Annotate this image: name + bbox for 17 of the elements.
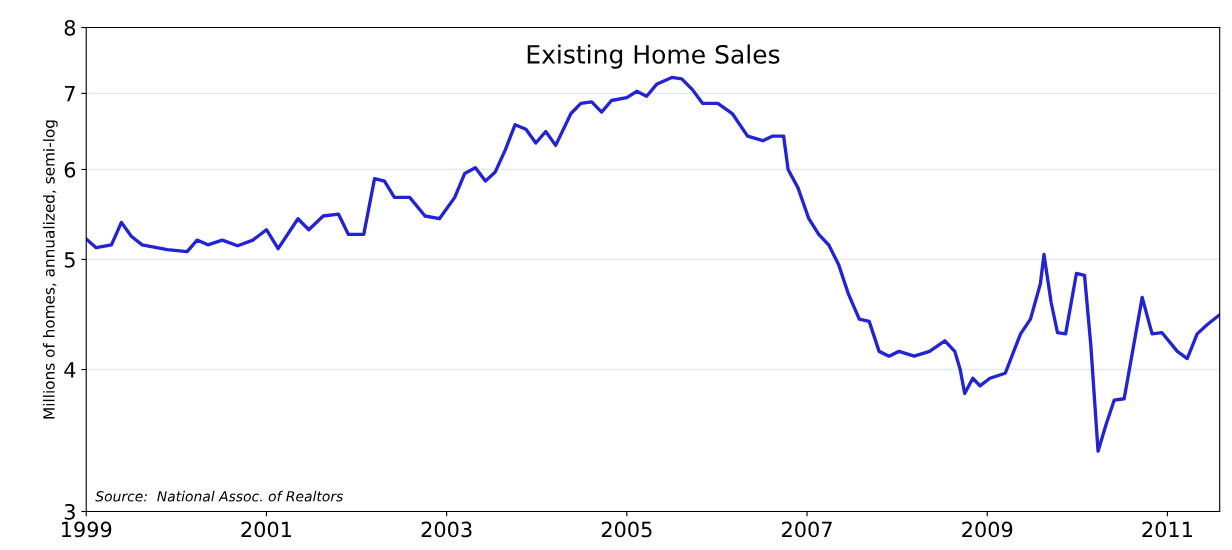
- x-tick-label: 1999: [62, 521, 112, 538]
- y-tick-label: 6: [64, 161, 76, 178]
- x-tick-label: 2007: [782, 521, 832, 538]
- x-tick-label: 2003: [421, 521, 472, 538]
- x-tick-label: 2011: [1142, 521, 1193, 538]
- y-tick-label: 8: [64, 19, 76, 36]
- text: Existing Home Sales: [527, 44, 780, 69]
- y-tick-label: 4: [64, 362, 76, 378]
- y-tick-label: 7: [64, 86, 75, 102]
- annotation: Source: National Assoc. of Realtors: [95, 490, 344, 502]
- y-tick-label: 5: [64, 252, 75, 268]
- y-axis-title: Millions of homes, annualized, semi-log: [42, 120, 58, 419]
- x-tick-label: 2009: [962, 521, 1013, 538]
- x-tick-label: 2001: [241, 521, 292, 538]
- x-tick-label: 2005: [601, 521, 652, 538]
- y-tick-label: 3: [64, 503, 75, 520]
- line-series: [86, 75, 1220, 453]
